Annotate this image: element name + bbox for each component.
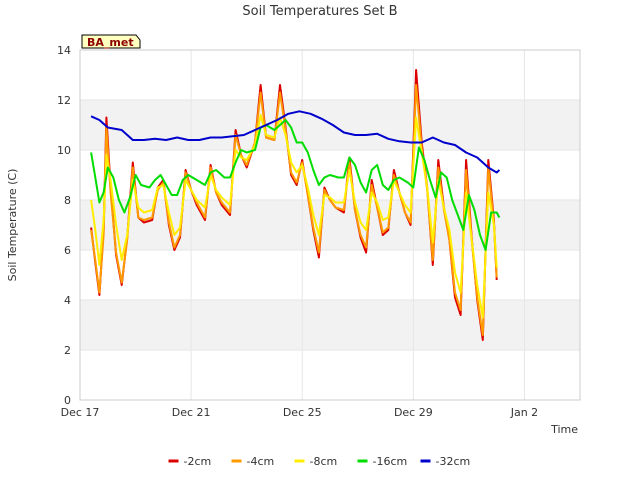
x-tick-label: Dec 29	[394, 406, 433, 419]
y-tick-label: 10	[57, 144, 71, 157]
plot-bands	[80, 100, 580, 350]
series-line-8cm	[90, 114, 498, 319]
badge-text: BA_met	[87, 36, 134, 49]
y-tick-label: 12	[57, 94, 71, 107]
x-tick-label: Dec 21	[172, 406, 211, 419]
legend-label: -4cm	[247, 455, 275, 468]
legend-label: -32cm	[436, 455, 471, 468]
y-axis-label: Soil Temperature (C)	[6, 169, 19, 282]
y-tick-label: 14	[57, 44, 71, 57]
series-line-16cm	[90, 119, 501, 251]
series-line-4cm	[90, 84, 498, 336]
y-tick-label: 6	[64, 244, 71, 257]
plot-band	[80, 100, 580, 150]
y-axis-ticks: 0 2 4 6 8 10 12 14	[57, 44, 71, 407]
x-axis-ticks: Dec 17 Dec 21 Dec 25 Dec 29 Jan 2	[61, 406, 539, 419]
chart-title: Soil Temperatures Set B	[242, 4, 397, 19]
legend-label: -16cm	[373, 455, 408, 468]
legend-label: -2cm	[184, 455, 212, 468]
plot-band	[80, 200, 580, 250]
y-tick-label: 2	[64, 344, 71, 357]
x-tick-label: Jan 2	[510, 406, 538, 419]
badge: BA_met	[81, 34, 141, 49]
plot-frame	[79, 49, 581, 401]
x-axis-label: Time	[550, 423, 578, 436]
x-tick-label: Dec 17	[61, 406, 100, 419]
series-lines	[90, 69, 501, 341]
y-tick-label: 4	[64, 294, 71, 307]
badge-box	[81, 34, 141, 49]
plot-band	[80, 300, 580, 350]
y-tick-label: 0	[64, 394, 71, 407]
x-tick-label: Dec 25	[283, 406, 322, 419]
series-line-2cm	[90, 69, 498, 341]
y-tick-label: 8	[64, 194, 71, 207]
series-line-32cm	[90, 110, 501, 174]
legend: -2cm -4cm -8cm -16cm -32cm	[168, 455, 471, 468]
legend-label: -8cm	[310, 455, 338, 468]
